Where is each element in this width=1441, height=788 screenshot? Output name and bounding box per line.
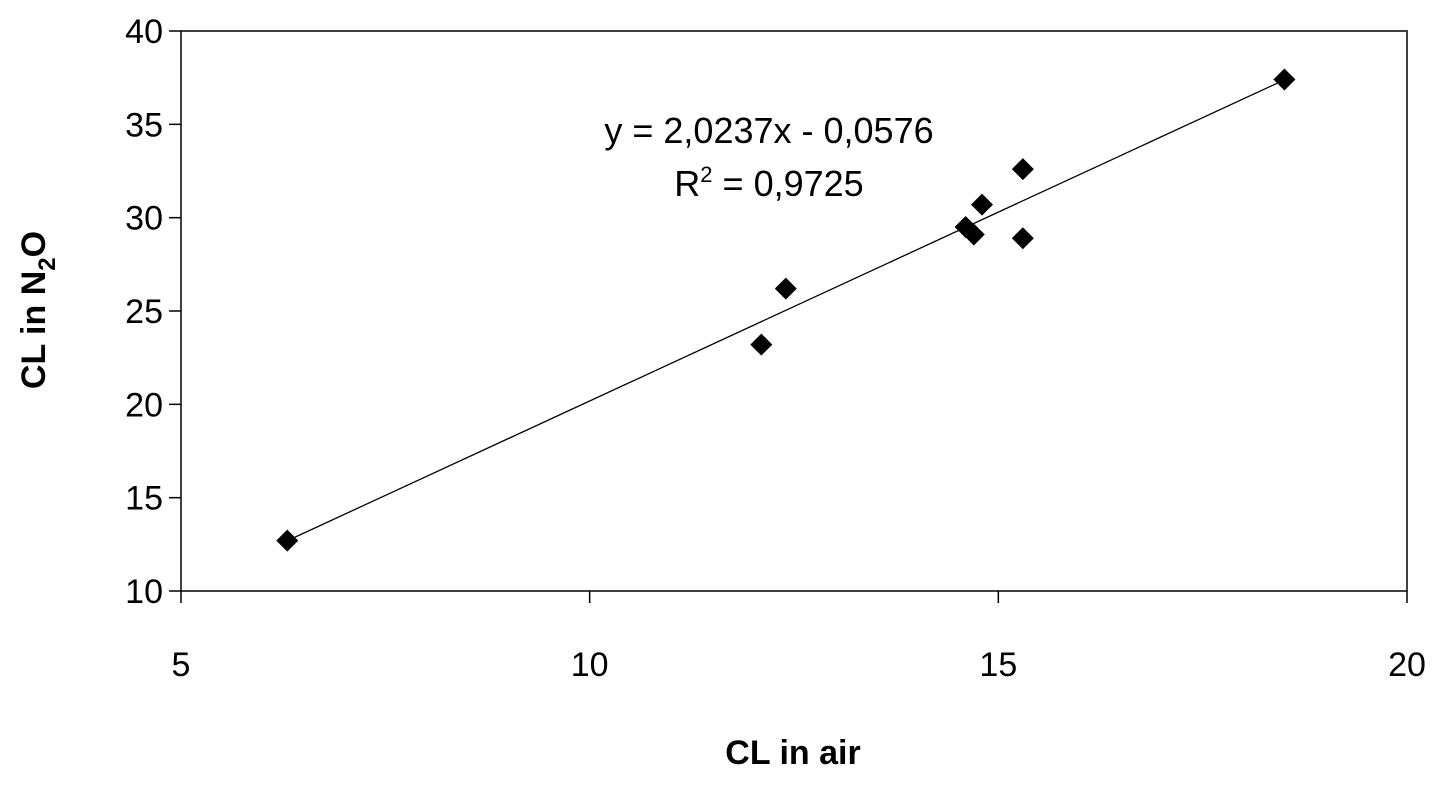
data-point — [970, 193, 993, 216]
r-squared-value: = 0,9725 — [713, 163, 864, 204]
data-point — [1273, 68, 1296, 91]
data-point — [276, 529, 299, 552]
y-tick-label: 15 — [125, 480, 163, 518]
data-points — [276, 68, 1296, 552]
data-point — [1011, 158, 1034, 181]
x-axis-ticks: 5 10 15 20 — [172, 591, 1426, 684]
x-tick-label: 5 — [172, 646, 191, 684]
x-tick-label: 20 — [1388, 646, 1426, 684]
y-tick-label: 10 — [125, 573, 163, 611]
x-tick-label: 15 — [979, 646, 1017, 684]
y-tick-label: 25 — [125, 293, 163, 331]
data-point — [750, 333, 773, 356]
y-axis-ticks: 10 15 20 25 30 35 40 — [125, 13, 181, 611]
y-tick-label: 40 — [125, 13, 163, 51]
y-tick-label: 30 — [125, 200, 163, 238]
data-point — [962, 223, 985, 246]
y-tick-label: 35 — [125, 106, 163, 144]
x-tick-label: 10 — [571, 646, 609, 684]
y-axis-title: CL in N2O — [15, 231, 61, 389]
y-axis-title-suffix: O — [15, 231, 53, 257]
trendline — [286, 79, 1285, 542]
y-tick-label: 20 — [125, 386, 163, 424]
y-axis-title-prefix: CL in N — [15, 271, 53, 389]
r-squared-superscript: 2 — [700, 162, 712, 187]
data-point — [1011, 227, 1034, 250]
x-axis-title: CL in air — [725, 734, 860, 772]
data-point — [774, 277, 797, 300]
r-squared-prefix: R — [674, 163, 700, 204]
plot-area — [180, 30, 1408, 592]
r-squared-label: R2 = 0,9725 — [674, 162, 863, 204]
y-axis-title-subscript: 2 — [34, 257, 61, 270]
trendline-equation: y = 2,0237x - 0,0576 — [604, 110, 933, 151]
